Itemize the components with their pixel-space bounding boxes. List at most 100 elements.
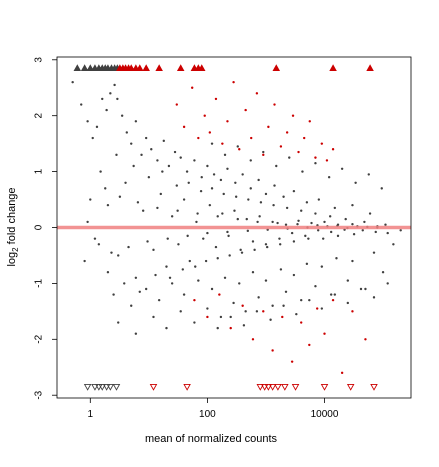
gene-point	[206, 164, 209, 168]
gene-point	[257, 178, 260, 182]
gene-point	[232, 301, 235, 305]
gene-point	[328, 215, 332, 218]
gene-point	[276, 221, 279, 225]
gene-point	[134, 120, 138, 123]
significant-point	[262, 153, 265, 157]
gene-point	[144, 136, 148, 140]
gene-point	[264, 192, 268, 196]
gene-point	[314, 212, 317, 215]
significant-point	[308, 343, 311, 347]
gene-point	[197, 279, 200, 282]
gene-point	[327, 175, 331, 179]
gene-point	[156, 206, 159, 210]
gene-point	[93, 237, 97, 240]
gene-point	[86, 120, 89, 123]
gene-point	[140, 153, 143, 157]
gene-point	[290, 231, 294, 235]
gene-point	[346, 279, 350, 282]
gene-point	[193, 159, 196, 162]
clipped-down-marker	[102, 383, 111, 391]
clipped-down-marker	[260, 383, 269, 391]
significant-point	[214, 97, 218, 101]
significant-point	[300, 321, 303, 324]
significant-point	[273, 103, 276, 106]
significant-point	[226, 120, 229, 123]
gene-point	[279, 268, 283, 271]
gene-point	[282, 195, 285, 198]
gene-point	[296, 222, 299, 226]
gene-point	[221, 212, 224, 215]
gene-point	[234, 181, 237, 184]
clipped-down-marker	[149, 383, 158, 391]
gene-point	[134, 332, 138, 335]
significant-point	[175, 103, 178, 106]
x-tick-label: 10000	[311, 409, 339, 420]
significant-point	[221, 142, 224, 145]
gene-point	[162, 139, 165, 143]
clipped-up-marker	[176, 64, 185, 72]
gene-point	[352, 233, 356, 236]
gene-point	[147, 175, 151, 179]
y-tick-label: 1	[34, 168, 45, 174]
y-tick-label: -3	[34, 390, 45, 399]
gene-point	[130, 142, 133, 145]
significant-point	[351, 310, 354, 313]
points-layer	[71, 64, 402, 391]
gene-point	[335, 257, 338, 260]
significant-point	[315, 307, 319, 310]
gene-point	[120, 114, 124, 117]
clipped-down-marker	[112, 383, 121, 391]
significant-point	[314, 156, 317, 159]
gene-point	[132, 164, 135, 168]
significant-point	[303, 136, 306, 140]
gene-point	[295, 312, 298, 316]
gene-point	[236, 145, 239, 148]
x-axis: 1 100 10000	[88, 398, 339, 420]
gene-point	[210, 287, 214, 291]
gene-point	[265, 245, 269, 249]
clipped-down-marker	[256, 383, 265, 391]
gene-point	[269, 318, 272, 321]
clipped-up-marker	[155, 64, 163, 72]
significant-point	[206, 315, 209, 319]
gene-point	[188, 259, 191, 263]
gene-point	[216, 215, 219, 218]
y-tick-label: 0	[34, 224, 45, 230]
gene-point	[219, 178, 223, 182]
gene-point	[259, 201, 263, 204]
gene-point	[109, 92, 112, 95]
gene-point	[173, 150, 177, 154]
gene-point	[381, 271, 385, 274]
significant-point	[238, 148, 241, 151]
gene-point	[284, 223, 288, 226]
gene-point	[112, 293, 115, 296]
clipped-down-marker	[320, 383, 329, 391]
gene-point	[320, 307, 324, 310]
y-tick-label: -1	[34, 279, 45, 288]
gene-point	[292, 240, 296, 243]
gene-point	[210, 142, 214, 145]
gene-point	[288, 156, 291, 159]
svg-text:log2 fold change: log2 fold change	[6, 187, 20, 266]
significant-point	[281, 315, 284, 319]
gene-point	[234, 195, 238, 198]
gene-point	[83, 259, 86, 263]
gene-point	[216, 257, 219, 260]
gene-point	[166, 237, 169, 240]
gene-point	[186, 234, 189, 238]
gene-point	[117, 321, 120, 324]
gene-point	[134, 276, 138, 280]
gene-point	[194, 265, 197, 268]
significant-point	[308, 120, 311, 123]
gene-point	[300, 209, 303, 212]
gene-point	[236, 217, 239, 221]
gene-point	[206, 307, 209, 310]
gene-point	[241, 173, 244, 176]
gene-point	[372, 296, 376, 299]
gene-point	[233, 209, 236, 212]
gene-point	[127, 245, 130, 249]
gene-point	[392, 243, 395, 246]
gene-point	[168, 276, 172, 280]
gene-point	[228, 254, 231, 257]
